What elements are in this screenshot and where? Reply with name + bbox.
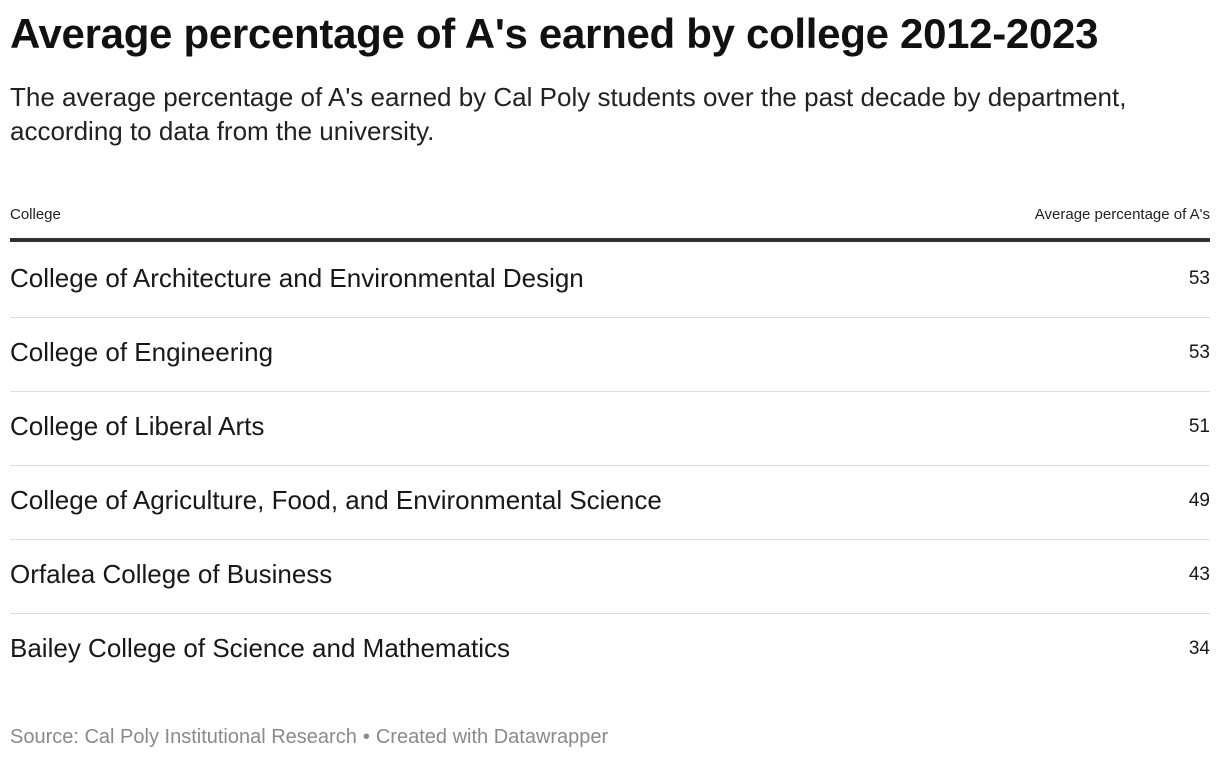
datawrapper-credit-link[interactable]: Created with Datawrapper <box>375 726 609 748</box>
column-header-college[interactable]: College <box>10 206 61 223</box>
chart-subtitle: The average percentage of A's earned by … <box>10 82 1127 146</box>
column-header-average[interactable]: Average percentage of A's <box>1034 206 1210 223</box>
chart-footer: Source: Cal Poly Institutional Research •… <box>10 726 608 749</box>
table-row: Orfalea College of Business 43 <box>10 540 1210 614</box>
table-row: College of Architecture and Environmenta… <box>10 244 1210 318</box>
chart-title: Average percentage of A's earned by coll… <box>10 10 1099 57</box>
table-row: Bailey College of Science and Mathematic… <box>10 614 1210 688</box>
source-note: Source: Cal Poly Institutional Research <box>10 726 357 748</box>
percentage-value: 43 <box>1188 564 1210 585</box>
college-name: College of Engineering <box>10 337 274 367</box>
table-row: College of Liberal Arts 51 <box>10 392 1210 466</box>
table-body: College of Architecture and Environmenta… <box>10 244 1210 688</box>
college-name: College of Agriculture, Food, and Enviro… <box>10 485 662 515</box>
table-header: College Average percentage of A's <box>10 204 1210 242</box>
percentage-value: 51 <box>1188 416 1210 437</box>
percentage-value: 49 <box>1188 490 1210 511</box>
footer-separator: • <box>362 726 370 748</box>
college-name: Orfalea College of Business <box>10 559 333 589</box>
percentage-value: 53 <box>1188 268 1210 289</box>
percentage-value: 53 <box>1188 342 1210 363</box>
college-name: College of Liberal Arts <box>10 411 265 441</box>
college-name: College of Architecture and Environmenta… <box>10 263 584 293</box>
table-row: College of Engineering 53 <box>10 318 1210 392</box>
percentage-value: 34 <box>1188 638 1210 659</box>
college-name: Bailey College of Science and Mathematic… <box>10 633 511 663</box>
table-row: College of Agriculture, Food, and Enviro… <box>10 466 1210 540</box>
